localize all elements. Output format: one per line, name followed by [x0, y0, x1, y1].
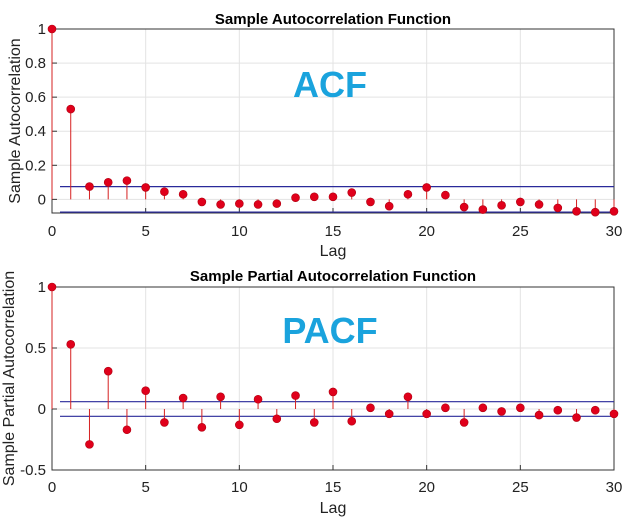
data-point [328, 192, 338, 202]
data-point [141, 386, 150, 396]
y-tick-label: 0.5 [25, 340, 46, 357]
data-point [441, 403, 450, 413]
data-point [272, 414, 282, 424]
data-point [160, 187, 169, 197]
data-point [422, 183, 431, 192]
x-tick-label: 20 [418, 479, 435, 496]
x-tick-label: 15 [325, 223, 342, 240]
data-point [160, 418, 169, 427]
data-point [478, 205, 488, 214]
y-axis-label: Sample Autocorrelation [7, 38, 24, 203]
data-point [272, 199, 282, 208]
x-tick-label: 25 [512, 223, 529, 240]
chart-title: Sample Autocorrelation Function [215, 11, 451, 28]
data-point [403, 189, 413, 199]
data-point [553, 203, 563, 213]
data-point [178, 393, 188, 403]
x-tick-label: 5 [141, 223, 149, 240]
data-point [309, 192, 319, 202]
x-tick-label: 0 [48, 223, 56, 240]
x-tick-label: 0 [48, 479, 56, 496]
y-tick-label: 0.8 [25, 55, 46, 72]
data-point [66, 340, 76, 349]
data-point [122, 176, 132, 185]
data-point [572, 413, 581, 422]
data-point [384, 201, 394, 211]
y-tick-label: 0 [38, 191, 46, 208]
data-point [47, 282, 57, 292]
data-point [366, 197, 375, 207]
x-tick-label: 10 [231, 223, 248, 240]
data-point [103, 178, 113, 187]
data-point [497, 407, 506, 416]
data-point [197, 422, 207, 432]
x-tick-label: 10 [231, 479, 248, 496]
data-point [441, 190, 450, 200]
data-point [534, 410, 544, 420]
y-tick-label: 0.4 [25, 123, 46, 140]
chart-annotation: PACF [282, 310, 377, 351]
x-tick-label: 5 [141, 479, 149, 496]
data-point [459, 418, 469, 427]
data-point [590, 207, 600, 217]
x-tick-label: 25 [512, 479, 529, 496]
data-point [553, 405, 563, 415]
data-point [403, 392, 413, 402]
data-point [122, 425, 132, 435]
x-axis-label: Lag [320, 243, 347, 260]
y-tick-label: 0.2 [25, 157, 46, 174]
data-point [141, 183, 150, 192]
data-point [197, 197, 207, 207]
y-tick-label: 0 [38, 401, 46, 418]
data-point [328, 387, 338, 397]
data-point [609, 409, 619, 419]
x-tick-label: 20 [418, 223, 435, 240]
y-tick-label: 1 [38, 21, 46, 38]
data-point [347, 188, 357, 197]
chart-title: Sample Partial Autocorrelation Function [190, 268, 476, 285]
data-point [516, 403, 525, 413]
data-point [534, 200, 544, 209]
x-tick-label: 30 [606, 479, 623, 496]
chart-annotation: ACF [293, 64, 367, 105]
data-point [384, 409, 394, 419]
data-point [253, 394, 263, 404]
data-point [178, 189, 188, 199]
data-point [66, 104, 76, 114]
data-point [590, 405, 600, 415]
x-tick-label: 15 [325, 479, 342, 496]
data-point [216, 392, 225, 402]
data-point [253, 200, 263, 209]
y-axis-label: Sample Partial Autocorrelation [1, 271, 18, 486]
data-point [347, 416, 357, 426]
data-point [103, 366, 113, 376]
data-point [85, 182, 94, 191]
x-axis-label: Lag [320, 500, 347, 517]
data-point [609, 206, 619, 216]
data-point [235, 420, 244, 430]
data-point [572, 206, 581, 216]
data-point [422, 409, 431, 419]
data-point [47, 24, 57, 34]
data-point [291, 391, 300, 400]
data-point [309, 418, 319, 427]
data-point [516, 197, 525, 207]
data-point [216, 200, 225, 209]
y-tick-label: -0.5 [20, 462, 46, 479]
acf-chart: 0 5 10 15 20 25 30 0 0.2 0.4 0.6 0.8 1 Sample Autocor… [7, 11, 622, 260]
data-point [459, 202, 469, 212]
data-point [366, 403, 375, 413]
data-point [497, 201, 506, 210]
data-point [291, 193, 300, 202]
y-tick-label: 1 [38, 279, 46, 296]
data-point [478, 403, 488, 413]
data-point [235, 199, 244, 208]
y-tick-label: 0.6 [25, 89, 46, 106]
x-tick-label: 30 [606, 223, 623, 240]
data-point [85, 440, 94, 449]
